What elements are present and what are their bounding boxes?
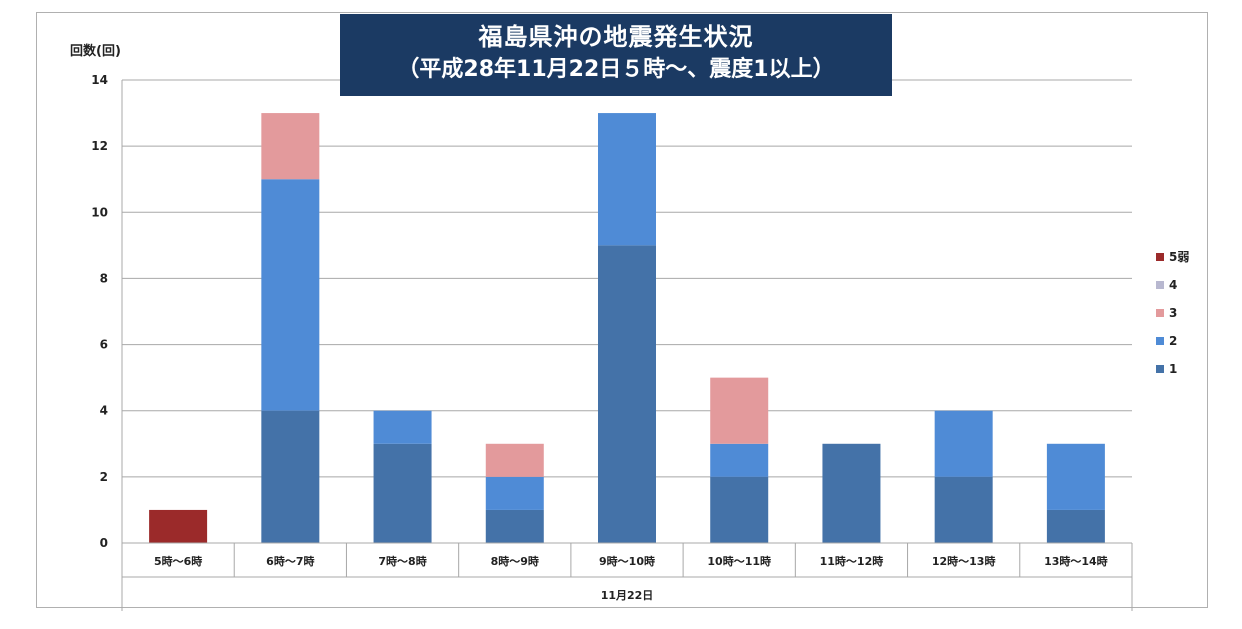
legend-swatch	[1156, 281, 1164, 289]
x-group-label: 11月22日	[601, 589, 654, 602]
x-tick-label: 8時～9時	[491, 554, 539, 568]
bar-segment	[485, 476, 544, 510]
bar-segment	[373, 443, 432, 543]
bar-segment	[598, 245, 656, 543]
bar-segment	[934, 410, 993, 477]
legend-label: 4	[1169, 278, 1177, 292]
x-tick-label: 5時～6時	[154, 554, 202, 568]
y-tick-label: 12	[91, 139, 108, 153]
legend-label: 1	[1169, 362, 1177, 376]
y-tick-label: 0	[100, 536, 108, 550]
y-tick-label: 4	[100, 404, 108, 418]
chart-title: 福島県沖の地震発生状況	[478, 23, 754, 51]
chart-subtitle: （平成28年11月22日５時～、震度1以上）	[397, 57, 835, 82]
bar-segment	[485, 509, 544, 543]
legend-swatch	[1156, 309, 1164, 317]
legend-label: 3	[1169, 306, 1177, 320]
legend-label: 5弱	[1169, 249, 1189, 264]
bar-segment	[710, 377, 769, 444]
bar-segment	[598, 113, 656, 246]
bar-segment	[261, 113, 320, 180]
y-tick-label: 8	[100, 271, 108, 285]
x-tick-label: 10時～11時	[707, 554, 771, 568]
y-axis-label: 回数(回)	[70, 44, 121, 59]
x-tick-label: 6時～7時	[266, 554, 314, 568]
chart-title-box: 福島県沖の地震発生状況 （平成28年11月22日５時～、震度1以上）	[340, 14, 892, 96]
bar-segment	[485, 443, 544, 477]
x-tick-label: 13時～14時	[1044, 554, 1108, 568]
bar-segment	[261, 179, 320, 411]
bar-segment	[710, 476, 769, 543]
legend-swatch	[1156, 253, 1164, 261]
x-tick-label: 11時～12時	[820, 554, 884, 568]
y-tick-label: 6	[100, 338, 108, 352]
bar-segment	[1046, 443, 1105, 510]
bar-segment	[149, 509, 208, 543]
legend-swatch	[1156, 365, 1164, 373]
bar-segment	[373, 410, 432, 444]
bar-segment	[710, 443, 769, 477]
x-tick-label: 7時～8時	[378, 554, 426, 568]
legend-label: 2	[1169, 334, 1177, 348]
x-tick-label: 9時～10時	[599, 554, 655, 568]
y-tick-label: 10	[91, 205, 108, 219]
y-tick-label: 14	[91, 73, 108, 87]
x-tick-label: 12時～13時	[932, 554, 996, 568]
legend-swatch	[1156, 337, 1164, 345]
y-tick-label: 2	[100, 470, 108, 484]
bar-segment	[934, 476, 993, 543]
bar-segment	[261, 410, 320, 543]
bar-segment	[1046, 509, 1105, 543]
bar-segment	[822, 443, 881, 543]
